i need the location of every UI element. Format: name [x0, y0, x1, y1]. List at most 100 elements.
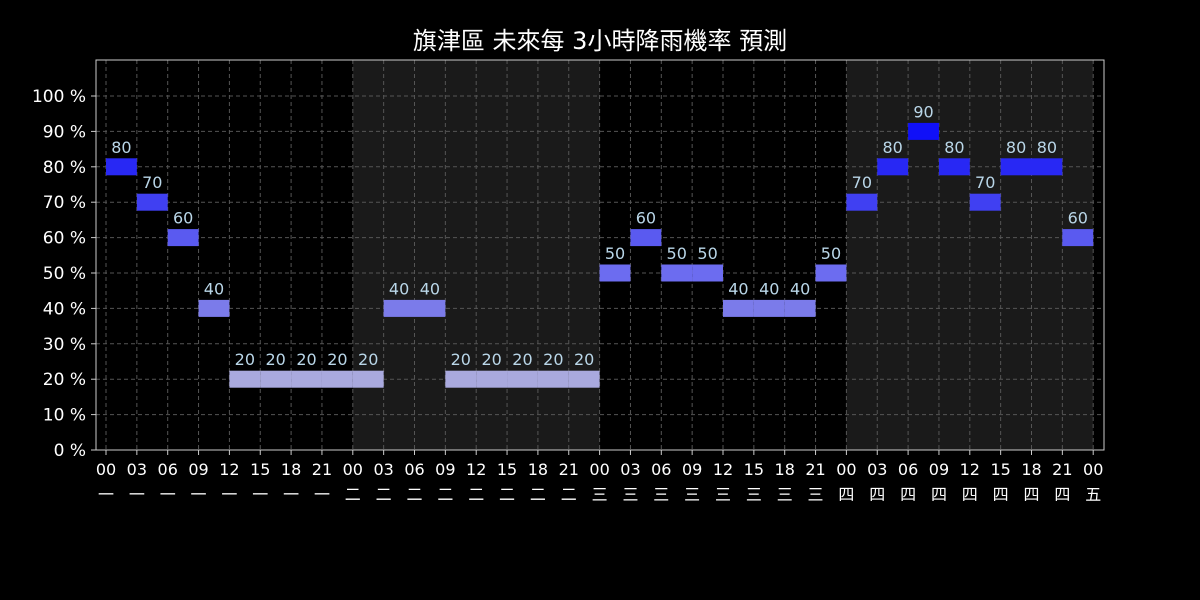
data-label: 80: [1006, 138, 1026, 157]
bar: [136, 193, 168, 211]
bar: [537, 370, 569, 388]
x-tick-hour-label: 18: [775, 460, 795, 479]
x-tick-hour-label: 03: [620, 460, 640, 479]
bar: [661, 264, 693, 282]
x-tick-day-label: 三: [715, 485, 731, 504]
x-tick-day-label: 三: [746, 485, 762, 504]
data-label: 80: [111, 138, 131, 157]
x-tick-hour-label: 21: [559, 460, 579, 479]
data-label: 40: [204, 279, 224, 298]
data-label: 80: [1037, 138, 1057, 157]
bar: [877, 158, 909, 176]
bar: [1000, 158, 1032, 176]
bar: [815, 264, 847, 282]
data-label: 50: [697, 244, 717, 263]
bar: [445, 370, 477, 388]
bar: [383, 299, 415, 317]
x-tick-hour-label: 09: [435, 460, 455, 479]
x-tick-hour-label: 00: [589, 460, 609, 479]
x-tick-hour-label: 00: [343, 460, 363, 479]
x-tick-day-label: 一: [129, 485, 145, 504]
x-tick-day-label: 二: [468, 485, 484, 504]
y-tick-label: 70 %: [43, 193, 86, 213]
x-tick-hour-label: 15: [497, 460, 517, 479]
data-label: 60: [636, 209, 656, 228]
bar: [229, 370, 261, 388]
x-tick-day-label: 三: [684, 485, 700, 504]
data-label: 20: [265, 350, 285, 369]
data-label: 20: [543, 350, 563, 369]
x-tick-hour-label: 09: [929, 460, 949, 479]
x-tick-hour-label: 06: [404, 460, 424, 479]
x-tick-day-label: 四: [900, 485, 916, 504]
x-tick-day-label: 一: [252, 485, 268, 504]
x-tick-day-label: 二: [437, 485, 453, 504]
bar: [1062, 229, 1094, 247]
bar: [260, 370, 292, 388]
data-label: 40: [790, 279, 810, 298]
x-tick-day-label: 一: [314, 485, 330, 504]
y-tick-label: 50 %: [43, 264, 86, 284]
x-tick-day-label: 二: [406, 485, 422, 504]
chart-title: 旗津區 未來每 3小時降雨機率 預測: [413, 27, 787, 55]
data-label: 50: [667, 244, 687, 263]
data-label: 40: [759, 279, 779, 298]
x-tick-hour-label: 03: [127, 460, 147, 479]
x-tick-day-label: 一: [221, 485, 237, 504]
data-label: 20: [451, 350, 471, 369]
x-tick-hour-label: 03: [867, 460, 887, 479]
x-tick-day-label: 四: [931, 485, 947, 504]
data-label: 40: [389, 279, 409, 298]
x-tick-hour-label: 00: [96, 460, 116, 479]
bar: [568, 370, 600, 388]
bar: [938, 158, 970, 176]
data-label: 90: [913, 102, 933, 121]
x-tick-day-label: 一: [191, 485, 207, 504]
bar: [969, 193, 1001, 211]
data-label: 20: [574, 350, 594, 369]
data-label: 80: [944, 138, 964, 157]
y-tick-label: 100 %: [32, 87, 86, 107]
bar: [630, 229, 662, 247]
bar: [352, 370, 384, 388]
data-label: 70: [975, 173, 995, 192]
x-tick-hour-label: 12: [960, 460, 980, 479]
data-label: 50: [821, 244, 841, 263]
bar: [167, 229, 199, 247]
bar-layer: [106, 122, 1094, 388]
x-tick-hour-label: 15: [744, 460, 764, 479]
y-tick-label: 80 %: [43, 158, 86, 178]
y-tick-label: 20 %: [43, 370, 86, 390]
x-tick-day-label: 四: [869, 485, 885, 504]
x-tick-hour-label: 12: [466, 460, 486, 479]
x-tick-hour-label: 15: [990, 460, 1010, 479]
x-tick-day-label: 五: [1085, 485, 1101, 504]
y-tick-label: 10 %: [43, 406, 86, 426]
x-tick-day-label: 一: [283, 485, 299, 504]
x-tick-day-label: 二: [530, 485, 546, 504]
bar: [106, 158, 137, 176]
data-label: 60: [173, 209, 193, 228]
data-label: 20: [296, 350, 316, 369]
bar: [291, 370, 322, 388]
x-tick-hour-label: 21: [312, 460, 332, 479]
bar: [723, 299, 754, 317]
x-tick-hour-label: 06: [898, 460, 918, 479]
x-tick-day-label: 三: [808, 485, 824, 504]
x-tick-day-label: 三: [622, 485, 638, 504]
data-label: 20: [235, 350, 255, 369]
data-label: 40: [728, 279, 748, 298]
bar: [692, 264, 723, 282]
x-tick-day-label: 二: [345, 485, 361, 504]
data-label-layer: 80 70 60 40 20 20 20 20 20 40 40 20 20 20 20 20 50 60 50 50…: [111, 102, 1088, 369]
data-label: 40: [420, 279, 440, 298]
y-axis-ticks: 0 % 10 % 20 % 30 % 40 % 50 % 60 % 70 % 80 % 90 % 1…: [32, 87, 96, 461]
x-axis-ticks: 00一03一06一09一12一15一18一21一00二03二06二09二12二1…: [96, 450, 1103, 504]
x-tick-day-label: 二: [499, 485, 515, 504]
bar: [321, 370, 353, 388]
x-tick-hour-label: 06: [651, 460, 671, 479]
bar: [784, 299, 816, 317]
data-label: 20: [327, 350, 347, 369]
x-tick-day-label: 三: [592, 485, 608, 504]
